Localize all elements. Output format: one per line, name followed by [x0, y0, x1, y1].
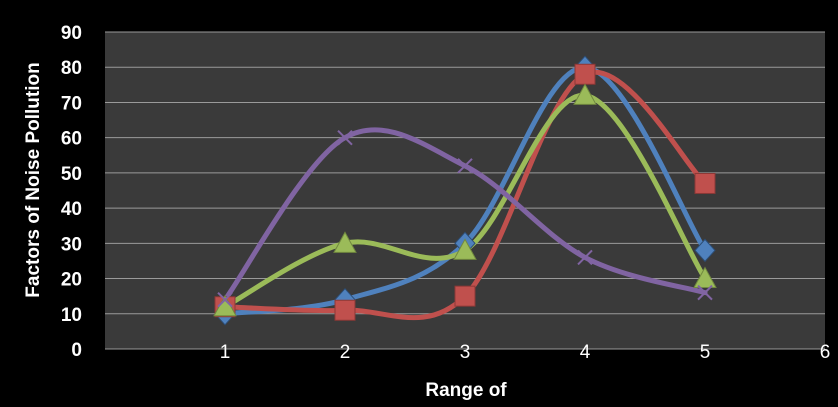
y-tick-label: 70: [61, 93, 82, 114]
y-tick-label: 60: [61, 129, 82, 150]
x-tick-label: 1: [220, 342, 231, 363]
y-axis-label: Factors of Noise Pollution: [23, 62, 44, 298]
data-point-marker: [574, 63, 596, 85]
y-tick-label: 50: [61, 164, 82, 185]
data-point-marker: [694, 172, 716, 194]
data-point-marker: [217, 291, 233, 308]
series-line-3: [222, 92, 708, 310]
y-tick-label: 20: [61, 270, 82, 291]
data-point-marker: [693, 266, 717, 289]
data-point-marker: [453, 238, 477, 260]
x-tick-label: 2: [340, 342, 351, 363]
x-axis-label: Range of: [425, 380, 507, 401]
y-tick-label: 10: [61, 305, 82, 326]
x-tick-label: 3: [460, 342, 471, 363]
y-tick-label: 30: [61, 234, 82, 255]
data-point-marker: [697, 284, 713, 301]
data-point-marker: [337, 129, 353, 146]
x-tick-labels: 1 2 3 4 5 6: [220, 342, 831, 363]
y-tick-label: 90: [61, 23, 82, 44]
data-point-marker: [333, 231, 357, 253]
y-tick-labels: 0 10 20 30 40 50 60 70 80 90: [61, 23, 82, 361]
series-line-2: [222, 69, 708, 321]
x-tick-label: 4: [580, 342, 591, 363]
data-point-marker: [457, 158, 473, 174]
data-point-marker: [454, 285, 476, 307]
data-point-marker: [573, 83, 597, 105]
y-tick-label: 80: [61, 58, 82, 79]
data-point-marker: [694, 238, 716, 263]
x-tick-label: 5: [700, 342, 711, 363]
y-tick-label: 0: [71, 340, 82, 361]
series-markers: [213, 55, 717, 326]
data-point-marker: [577, 249, 593, 266]
y-tick-label: 40: [61, 199, 82, 220]
series-line-1: [222, 64, 708, 317]
x-tick-label: 6: [820, 342, 831, 363]
data-point-marker: [334, 299, 356, 321]
